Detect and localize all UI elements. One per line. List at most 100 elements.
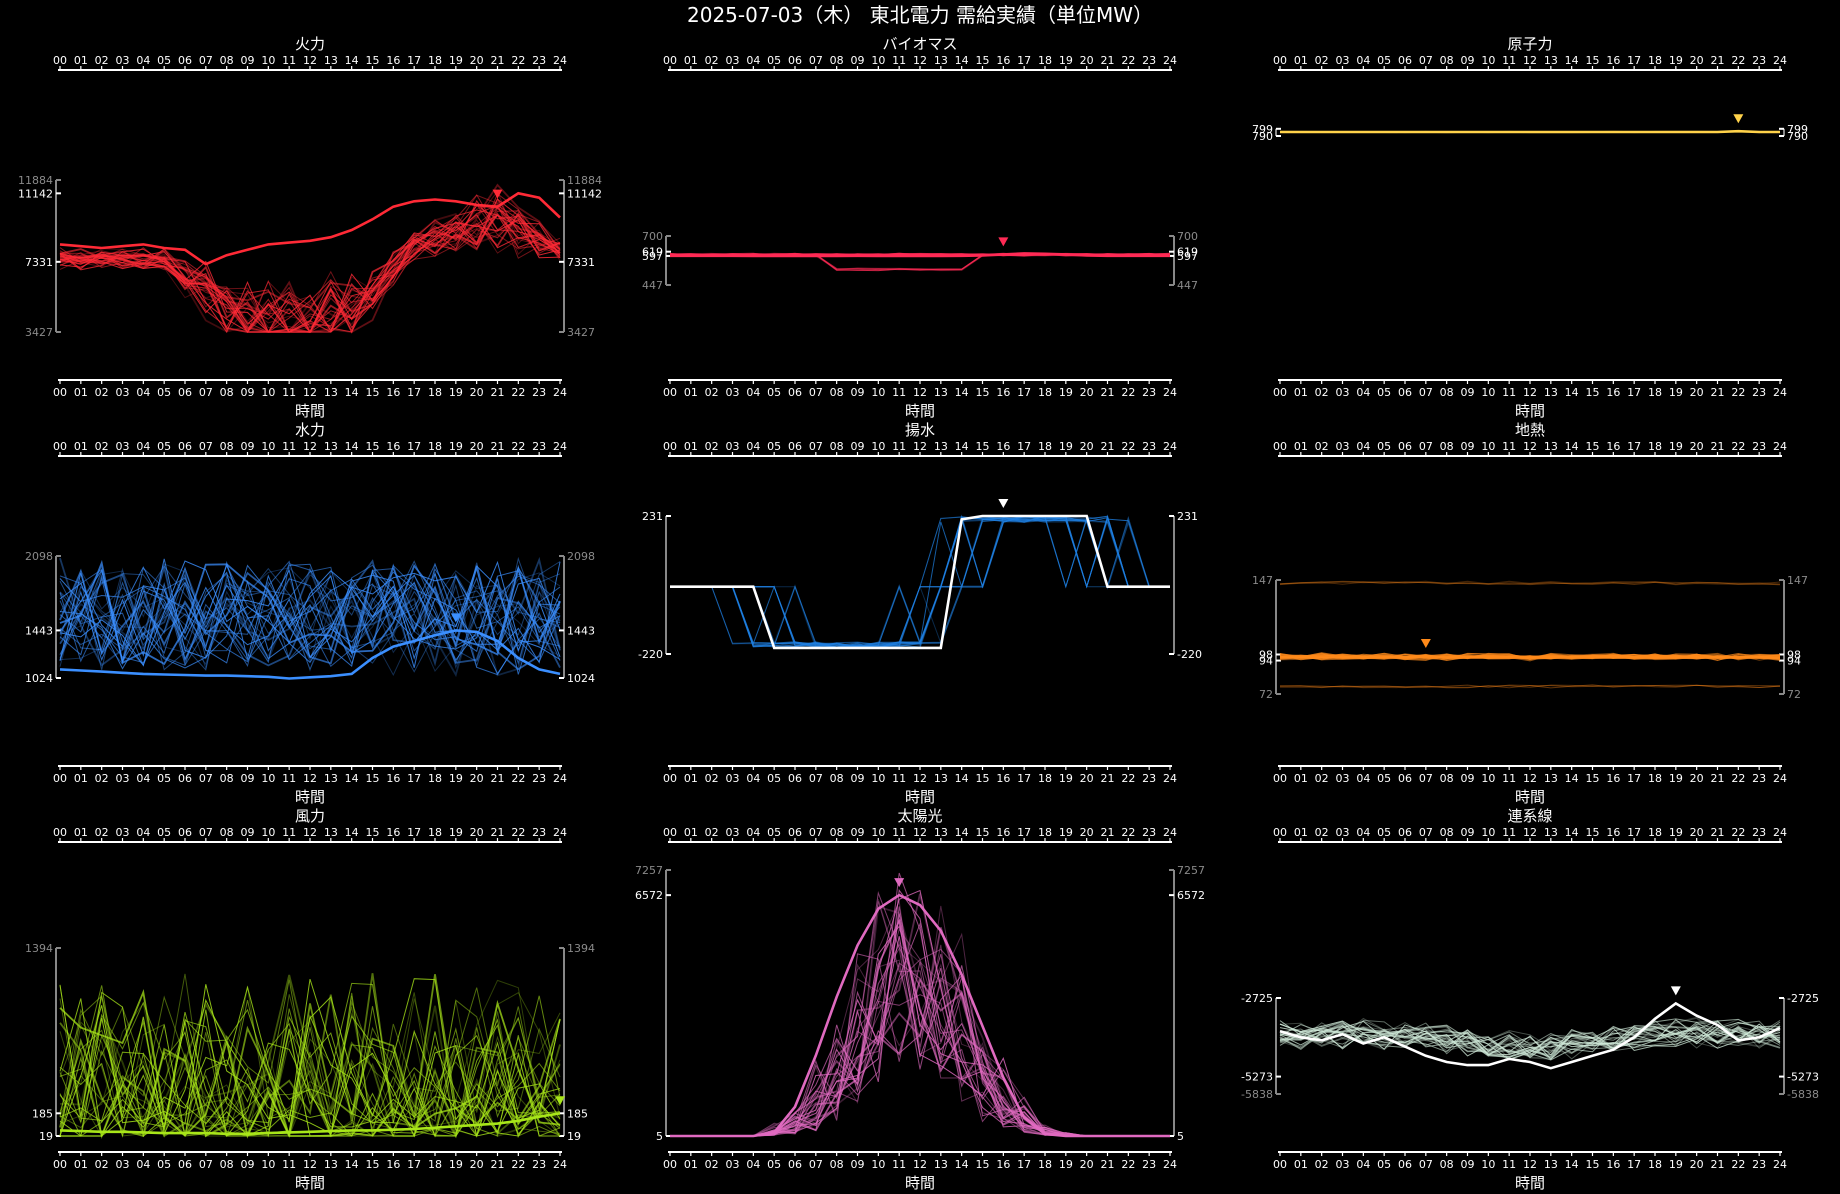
solar-x-tick-label: 18 bbox=[1038, 1158, 1052, 1171]
nuclear-today-line bbox=[1280, 129, 1780, 134]
interconnect-x-tick-label: 14 bbox=[1565, 826, 1579, 839]
pumped-x-tick-label: 14 bbox=[955, 772, 969, 785]
nuclear-x-tick-label: 13 bbox=[1544, 386, 1558, 399]
wind-x-tick-label: 14 bbox=[345, 1158, 359, 1171]
geothermal-x-tick-label: 10 bbox=[1481, 772, 1495, 785]
hydro-history-line bbox=[59, 563, 561, 673]
geothermal-x-tick-label: 24 bbox=[1773, 772, 1787, 785]
geothermal-x-tick-label: 23 bbox=[1752, 772, 1766, 785]
wind-x-tick-label: 15 bbox=[366, 826, 380, 839]
wind-x-tick-label: 05 bbox=[157, 1158, 171, 1171]
hydro-x-tick-label: 14 bbox=[345, 772, 359, 785]
wind-today-line bbox=[59, 1112, 561, 1136]
interconnect-x-tick-label: 00 bbox=[1273, 826, 1287, 839]
wind-y-tick-label-right: 1394 bbox=[567, 942, 595, 955]
solar-x-tick-label: 10 bbox=[871, 826, 885, 839]
wind-x-tick-label: 12 bbox=[303, 1158, 317, 1171]
solar-today-line bbox=[670, 893, 1170, 1138]
interconnect-x-tick-label: 12 bbox=[1523, 1158, 1537, 1171]
hydro-x-tick-label: 17 bbox=[407, 772, 421, 785]
thermal-x-tick-label: 05 bbox=[157, 386, 171, 399]
wind-x-tick-label: 11 bbox=[282, 1158, 296, 1171]
solar-history-line bbox=[670, 906, 1170, 1137]
interconnect-x-tick-label: 15 bbox=[1586, 1158, 1600, 1171]
geothermal-x-tick-label: 18 bbox=[1648, 772, 1662, 785]
interconnect-x-tick-label: 10 bbox=[1481, 1158, 1495, 1171]
interconnect-x-tick-label: 20 bbox=[1690, 1158, 1704, 1171]
hydro-history-line bbox=[59, 560, 561, 667]
hydro-x-tick-label: 01 bbox=[74, 440, 88, 453]
pumped-x-tick-label: 00 bbox=[663, 440, 677, 453]
wind-x-tick-label: 24 bbox=[553, 826, 567, 839]
interconnect-x-tick-label: 13 bbox=[1544, 1158, 1558, 1171]
pumped-x-tick-label: 04 bbox=[746, 440, 760, 453]
biomass-x-tick-label: 00 bbox=[663, 386, 677, 399]
wind-x-tick-label: 06 bbox=[178, 826, 192, 839]
interconnect-x-tick-label: 06 bbox=[1398, 1158, 1412, 1171]
geothermal-history-line bbox=[1280, 684, 1781, 689]
pumped-x-tick-label: 15 bbox=[976, 440, 990, 453]
interconnect-x-tick-label: 08 bbox=[1440, 1158, 1454, 1171]
interconnect-y-tick-label-left: -5838 bbox=[1241, 1088, 1273, 1101]
biomass-x-tick-label: 16 bbox=[996, 386, 1010, 399]
biomass-x-tick-label: 23 bbox=[1142, 386, 1156, 399]
solar-x-tick-label: 01 bbox=[684, 1158, 698, 1171]
biomass-x-tick-label: 23 bbox=[1142, 54, 1156, 67]
interconnect-x-tick-label: 05 bbox=[1377, 1158, 1391, 1171]
geothermal-x-tick-label: 07 bbox=[1419, 772, 1433, 785]
pumped-history-line bbox=[670, 515, 1170, 648]
pumped-title: 揚水 bbox=[905, 421, 935, 439]
biomass-x-tick-label: 07 bbox=[809, 54, 823, 67]
wind-x-tick-label: 07 bbox=[199, 1158, 213, 1171]
solar-x-tick-label: 14 bbox=[955, 826, 969, 839]
geothermal-y-tick-label-left: 72 bbox=[1259, 688, 1273, 701]
geothermal-today-line bbox=[1280, 654, 1780, 659]
wind-x-tick-label: 20 bbox=[470, 1158, 484, 1171]
interconnect-y-tick-label-left: -2725 bbox=[1241, 992, 1273, 1005]
hydro-x-tick-label: 18 bbox=[428, 772, 442, 785]
pumped-x-tick-label: 10 bbox=[871, 440, 885, 453]
pumped-x-tick-label: 03 bbox=[726, 772, 740, 785]
hydro-x-tick-label: 15 bbox=[366, 440, 380, 453]
nuclear-x-tick-label: 16 bbox=[1606, 54, 1620, 67]
biomass-x-tick-label: 22 bbox=[1121, 386, 1135, 399]
hydro-x-tick-label: 14 bbox=[345, 440, 359, 453]
nuclear-x-tick-label: 05 bbox=[1377, 54, 1391, 67]
interconnect-x-tick-label: 22 bbox=[1731, 826, 1745, 839]
hydro-history-line bbox=[59, 556, 561, 666]
solar-x-tick-label: 09 bbox=[851, 1158, 865, 1171]
wind-x-tick-label: 12 bbox=[303, 826, 317, 839]
geothermal-y-tick-label-right: 72 bbox=[1787, 688, 1801, 701]
pumped-x-tick-label: 10 bbox=[871, 772, 885, 785]
thermal-x-tick-label: 04 bbox=[136, 54, 150, 67]
nuclear-y-tick-label-left: 799 bbox=[1252, 123, 1273, 136]
solar-x-tick-label: 07 bbox=[809, 826, 823, 839]
nuclear-x-tick-label: 18 bbox=[1648, 54, 1662, 67]
solar-x-tick-label: 02 bbox=[705, 1158, 719, 1171]
interconnect-x-tick-label: 04 bbox=[1356, 1158, 1370, 1171]
pumped-x-tick-label: 17 bbox=[1017, 440, 1031, 453]
nuclear-x-tick-label: 24 bbox=[1773, 386, 1787, 399]
pumped-history-line bbox=[670, 514, 1170, 647]
hydro-history-line bbox=[59, 567, 561, 677]
thermal-x-tick-label: 21 bbox=[491, 386, 505, 399]
geothermal-x-tick-label: 14 bbox=[1565, 772, 1579, 785]
pumped-x-tick-label: 08 bbox=[830, 440, 844, 453]
solar-x-tick-label: 05 bbox=[767, 1158, 781, 1171]
pumped-history-line bbox=[670, 515, 1170, 647]
biomass-x-tick-label: 11 bbox=[892, 54, 906, 67]
biomass-history-line bbox=[669, 252, 1171, 257]
wind-x-tick-label: 15 bbox=[366, 1158, 380, 1171]
wind-x-tick-label: 02 bbox=[95, 1158, 109, 1171]
hydro-x-tick-label: 02 bbox=[95, 440, 109, 453]
solar-x-tick-label: 03 bbox=[726, 826, 740, 839]
interconnect-x-tick-label: 16 bbox=[1606, 826, 1620, 839]
nuclear-x-tick-label: 04 bbox=[1356, 54, 1370, 67]
pumped-x-tick-label: 12 bbox=[913, 772, 927, 785]
biomass-x-tick-label: 20 bbox=[1080, 386, 1094, 399]
thermal-x-tick-label: 02 bbox=[95, 54, 109, 67]
geothermal-current-marker bbox=[1420, 639, 1431, 648]
nuclear-x-tick-label: 07 bbox=[1419, 54, 1433, 67]
nuclear-title: 原子力 bbox=[1507, 35, 1552, 53]
hydro-current-marker bbox=[450, 613, 461, 623]
